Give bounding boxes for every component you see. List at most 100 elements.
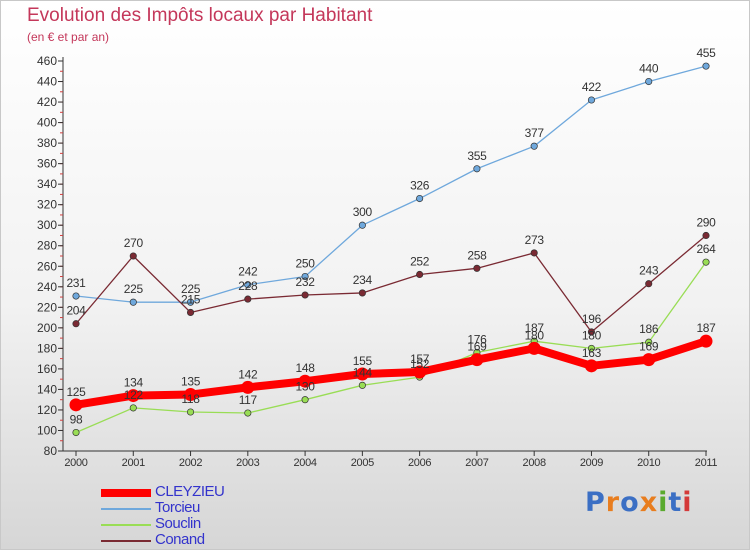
data-label-cleyzieu: 169 [639,340,659,354]
data-label-conand: 290 [696,215,716,229]
data-label-torcieu: 250 [296,257,316,271]
data-point-conand [473,264,481,272]
data-label-souclin: 186 [639,322,659,336]
data-label-souclin: 122 [124,388,144,402]
legend-swatch [101,540,151,542]
data-label-torcieu: 300 [353,205,373,219]
data-label-souclin: 187 [525,321,545,335]
data-label-cleyzieu: 134 [124,376,144,390]
data-label-cleyzieu: 180 [525,328,545,342]
logo-letter: t [668,487,683,518]
data-label-cleyzieu: 169 [467,340,487,354]
data-label-torcieu: 326 [410,179,430,193]
data-point-torcieu [301,272,309,281]
data-point-conand [301,291,309,299]
data-label-cleyzieu: 142 [238,367,258,381]
data-label-souclin: 180 [582,328,602,342]
y-tick-label: 140 [37,382,57,396]
legend-label: Conand [155,531,205,548]
data-point-torcieu [473,165,481,173]
logo-letter: o [620,487,640,518]
data-point-torcieu [645,77,653,86]
data-point-torcieu [72,292,80,300]
data-point-conand [587,328,596,336]
data-point-conand [186,308,195,316]
data-point-torcieu [530,142,538,150]
y-tick-label: 200 [37,321,57,335]
x-tick-label: 2000 [64,457,87,469]
chart-subtitle: (en € et par an) [27,30,110,44]
data-point-cleyzieu [584,359,598,373]
data-point-cleyzieu [699,334,713,348]
y-tick-label: 260 [37,259,57,273]
x-tick-label: 2010 [637,457,660,469]
y-tick-label: 120 [37,403,57,417]
x-tick-label: 2001 [122,457,145,469]
y-tick-label: 320 [37,198,57,212]
data-label-torcieu: 377 [525,126,545,140]
data-label-conand: 270 [124,236,144,250]
legend-label: Souclin [155,515,201,532]
data-point-cleyzieu [355,367,369,381]
data-label-torcieu: 231 [66,276,86,290]
series-line-torcieu [75,65,707,303]
data-label-conand: 215 [181,292,201,306]
y-tick-label: 240 [37,280,57,294]
data-point-torcieu [702,62,710,70]
data-label-souclin: 144 [353,365,373,379]
data-point-souclin [645,338,653,346]
data-label-cleyzieu: 157 [410,352,430,366]
data-point-souclin [129,404,137,412]
data-point-cleyzieu [527,341,541,355]
y-tick-label: 400 [37,116,57,130]
data-point-cleyzieu [642,353,656,367]
data-label-cleyzieu: 125 [66,385,86,399]
data-point-conand [129,252,137,260]
data-label-conand: 243 [639,264,659,278]
x-tick-label: 2004 [293,457,316,469]
x-tick-label: 2008 [523,457,546,469]
y-tick-label: 300 [37,218,57,232]
x-tick-label: 2005 [351,457,374,469]
legend-swatch [101,508,151,510]
y-tick-label: 80 [44,444,58,458]
data-label-cleyzieu: 148 [296,361,316,375]
data-label-cleyzieu: 163 [582,346,602,360]
data-label-conand: 252 [410,254,430,268]
proxiti-logo: Proxiti [585,487,693,518]
logo-letter: r [605,487,621,518]
data-point-cleyzieu [69,398,83,412]
data-point-torcieu [186,298,195,306]
y-tick-label: 280 [37,239,57,253]
data-point-souclin [72,428,80,437]
data-label-souclin: 176 [467,332,487,346]
data-point-torcieu [416,194,424,203]
data-label-torcieu: 422 [582,80,602,94]
data-point-torcieu [587,96,596,104]
data-label-conand: 196 [582,312,602,326]
y-tick-label: 420 [37,95,57,109]
data-point-torcieu [129,298,137,306]
logo-letter: i [682,487,693,518]
legend-swatch [101,524,151,526]
data-point-souclin [186,408,195,416]
data-label-torcieu: 225 [124,282,144,296]
legend-swatch [101,489,151,497]
data-label-souclin: 98 [70,413,83,427]
x-tick-label: 2003 [236,457,259,469]
data-point-conand [244,295,252,303]
logo-letter: i [658,487,669,518]
data-label-conand: 204 [66,304,86,318]
series-line-souclin [75,261,707,434]
data-point-conand [530,249,538,257]
data-point-cleyzieu [413,365,427,379]
data-label-conand: 258 [467,248,487,262]
data-label-cleyzieu: 187 [696,321,716,335]
y-tick-label: 380 [37,136,57,150]
data-point-torcieu [244,281,252,289]
data-point-souclin [587,344,596,352]
data-point-conand [702,231,710,240]
y-tick-label: 100 [37,423,57,437]
x-tick-label: 2007 [465,457,488,469]
y-tick-label: 180 [37,341,57,355]
